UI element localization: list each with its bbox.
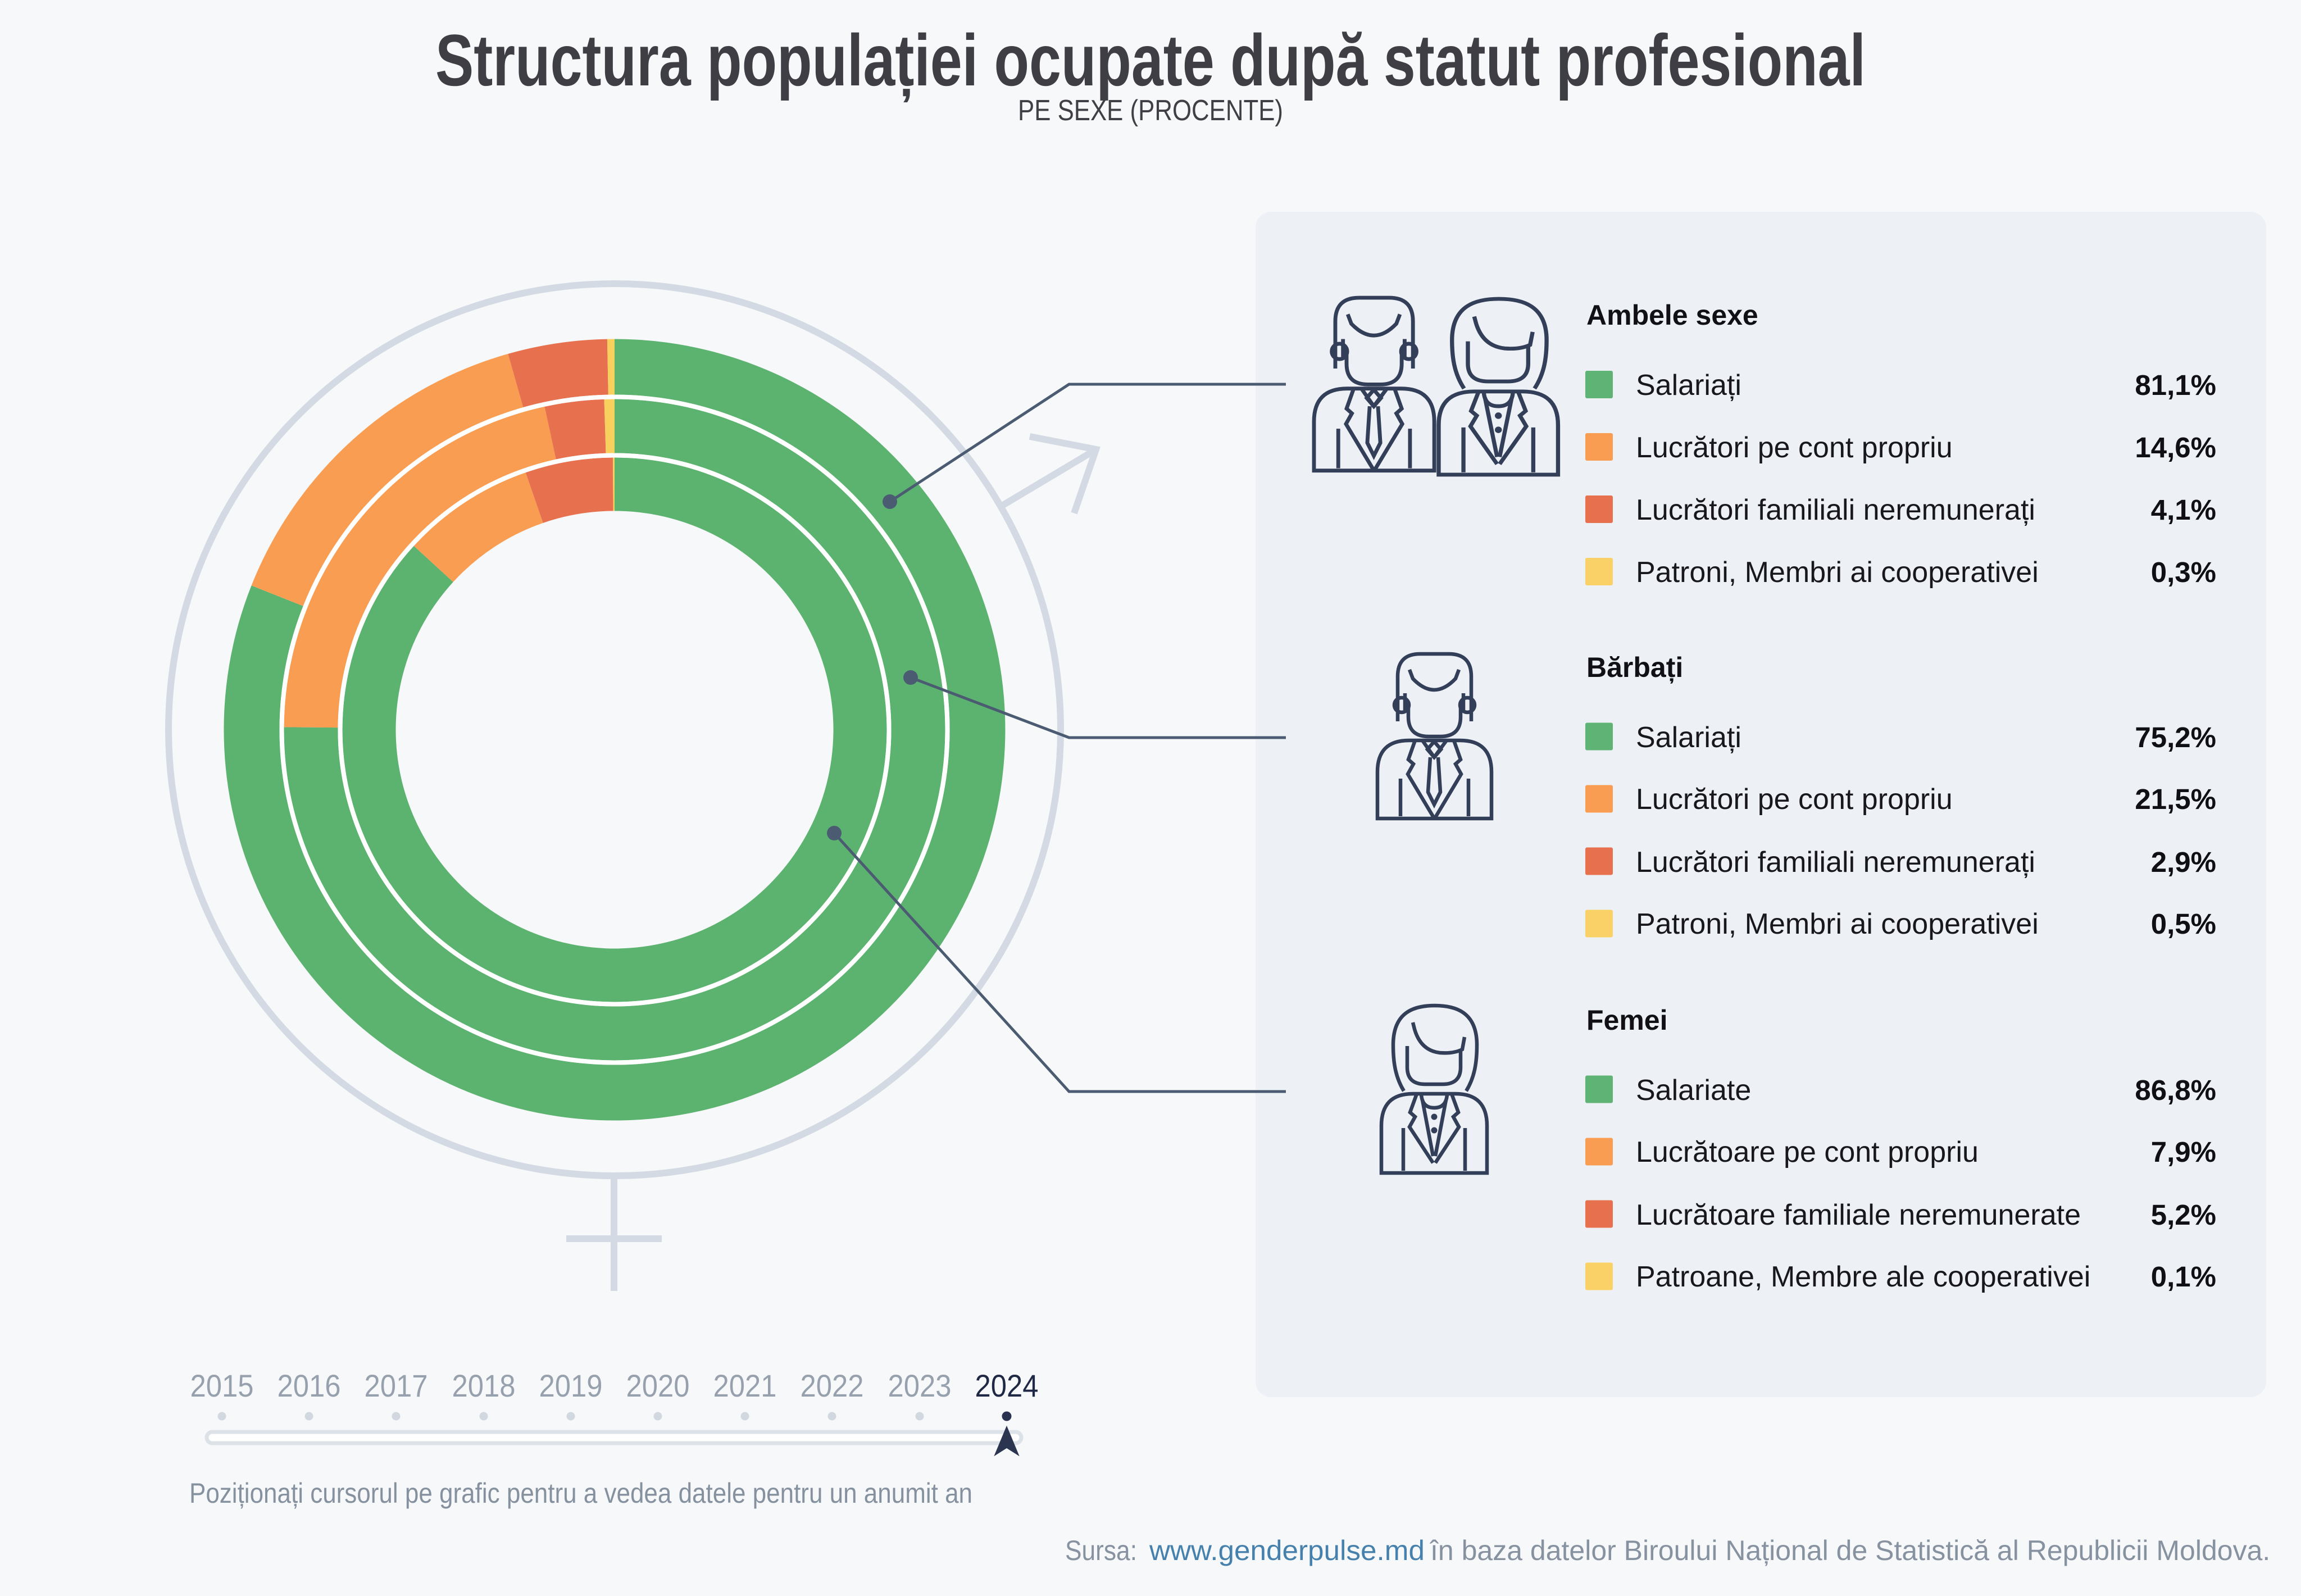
svg-text:2024: 2024: [975, 1368, 1039, 1403]
svg-text:Salariate: Salariate: [1636, 1074, 1751, 1107]
svg-text:2017: 2017: [365, 1368, 428, 1403]
svg-text:14,6%: 14,6%: [2135, 431, 2216, 463]
svg-text:2016: 2016: [278, 1368, 341, 1403]
svg-text:Poziționați cursorul pe grafic: Poziționați cursorul pe grafic pentru a …: [189, 1477, 972, 1509]
svg-text:81,1%: 81,1%: [2135, 369, 2216, 401]
svg-text:Salariați: Salariați: [1636, 369, 1741, 402]
svg-text:Lucrătoare familiale neremuner: Lucrătoare familiale neremunerate: [1636, 1199, 2081, 1231]
svg-text:Bărbați: Bărbați: [1586, 652, 1683, 683]
svg-text:2021: 2021: [713, 1368, 777, 1403]
svg-text:86,8%: 86,8%: [2135, 1074, 2216, 1106]
svg-text:0,3%: 0,3%: [2151, 556, 2216, 588]
svg-text:2018: 2018: [452, 1368, 516, 1403]
svg-text:Structura populației ocupate d: Structura populației ocupate după statut…: [435, 19, 1866, 102]
svg-text:PE SEXE (PROCENTE): PE SEXE (PROCENTE): [1018, 94, 1283, 127]
svg-text:www.genderpulse.md: www.genderpulse.md: [1149, 1535, 1425, 1566]
svg-text:Lucrătoare pe cont propriu: Lucrătoare pe cont propriu: [1636, 1136, 1979, 1168]
svg-text:Patroni, Membri ai cooperative: Patroni, Membri ai cooperativei: [1636, 556, 2039, 589]
svg-text:2,9%: 2,9%: [2151, 846, 2216, 878]
svg-text:2023: 2023: [888, 1368, 952, 1403]
svg-text:21,5%: 21,5%: [2135, 783, 2216, 815]
svg-text:Patroni, Membri ai cooperative: Patroni, Membri ai cooperativei: [1636, 908, 2039, 940]
svg-text:0,5%: 0,5%: [2151, 908, 2216, 940]
svg-text:4,1%: 4,1%: [2151, 494, 2216, 526]
svg-text:0,1%: 0,1%: [2151, 1261, 2216, 1293]
svg-text:2020: 2020: [626, 1368, 690, 1403]
svg-text:Lucrători familiali neremunera: Lucrători familiali neremunerați: [1636, 494, 2035, 526]
svg-text:75,2%: 75,2%: [2135, 721, 2216, 753]
svg-text:Lucrători pe cont propriu: Lucrători pe cont propriu: [1636, 783, 1953, 816]
svg-text:în baza datelor Biroului Națio: în baza datelor Biroului Național de Sta…: [1429, 1535, 2270, 1566]
svg-text:Patroane, Membre ale cooperati: Patroane, Membre ale cooperativei: [1636, 1261, 2090, 1293]
svg-text:2022: 2022: [801, 1368, 864, 1403]
svg-text:5,2%: 5,2%: [2151, 1199, 2216, 1231]
svg-text:Lucrători familiali neremunera: Lucrători familiali neremunerați: [1636, 846, 2035, 879]
svg-text:2019: 2019: [539, 1368, 603, 1403]
svg-text:Ambele sexe: Ambele sexe: [1586, 299, 1758, 331]
svg-text:Lucrători pe cont propriu: Lucrători pe cont propriu: [1636, 431, 1953, 464]
svg-text:Femei: Femei: [1586, 1004, 1668, 1036]
svg-text:Sursa:: Sursa:: [1065, 1535, 1137, 1566]
svg-text:7,9%: 7,9%: [2151, 1136, 2216, 1168]
svg-text:Salariați: Salariați: [1636, 721, 1741, 754]
svg-text:2015: 2015: [190, 1368, 254, 1403]
